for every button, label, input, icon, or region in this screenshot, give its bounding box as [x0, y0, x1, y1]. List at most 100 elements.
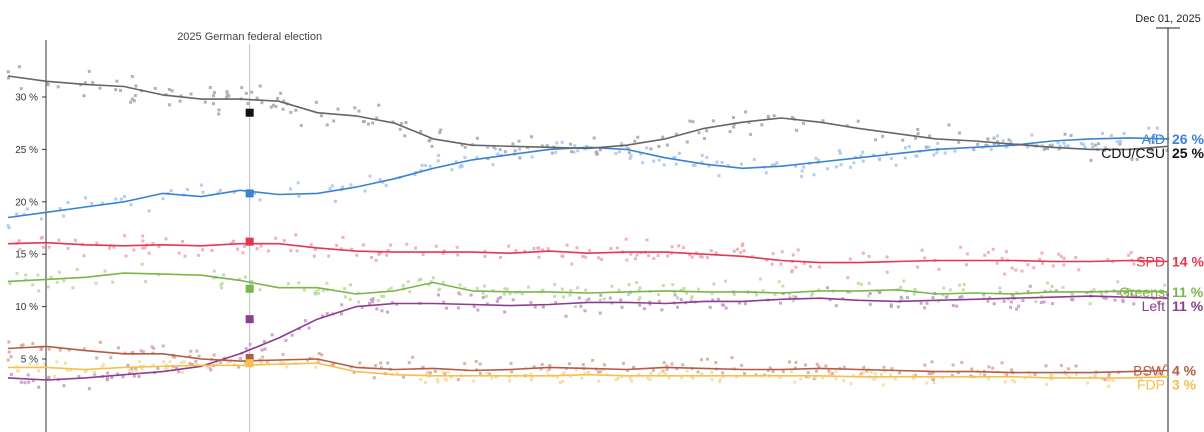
y-tick-label: 30 % — [15, 93, 38, 104]
afd-poll-point — [420, 163, 424, 167]
cdu-csu-poll-point — [1093, 143, 1097, 147]
cdu-csu-poll-point — [419, 130, 423, 134]
afd-poll-point — [161, 197, 165, 201]
cdu-csu-poll-point — [240, 86, 244, 90]
bsw-poll-point — [109, 356, 113, 360]
spd-poll-point — [196, 253, 200, 257]
greens-poll-point — [103, 269, 107, 273]
left-poll-point — [564, 314, 568, 318]
fdp-poll-point — [93, 370, 97, 374]
fdp-poll-point — [215, 362, 219, 366]
spd-poll-point — [1003, 272, 1007, 276]
bsw-poll-point — [1005, 373, 1009, 377]
left-poll-point — [657, 299, 661, 303]
afd-poll-point — [555, 141, 559, 145]
bsw-poll-point — [509, 361, 513, 365]
afd-poll-point — [657, 158, 661, 162]
bsw-poll-point — [379, 361, 383, 365]
left-poll-point — [190, 362, 194, 366]
afd-poll-point — [576, 149, 580, 153]
fdp-poll-point — [1106, 378, 1110, 382]
fdp-poll-point — [987, 377, 991, 381]
left-poll-point — [375, 307, 379, 311]
cdu-csu-poll-point — [517, 139, 521, 143]
afd-poll-point — [436, 154, 440, 158]
spd-poll-point — [629, 252, 633, 256]
spd-poll-point — [47, 245, 51, 249]
cdu-csu-poll-point — [795, 128, 799, 132]
greens-poll-point — [569, 288, 573, 292]
greens-poll-point — [429, 280, 433, 284]
cdu-csu-poll-point — [132, 99, 136, 103]
afd-poll-point — [628, 156, 632, 160]
spd-poll-point — [18, 247, 22, 251]
fdp-poll-point — [494, 375, 498, 379]
cdu-csu-poll-point — [133, 94, 137, 98]
afd-poll-point — [218, 188, 222, 192]
left-poll-point — [307, 326, 311, 330]
afd-poll-point — [232, 190, 236, 194]
fdp-poll-point — [134, 369, 138, 373]
greens-value-label: 11 % — [1172, 284, 1204, 300]
left-poll-point — [360, 305, 364, 309]
greens-poll-point — [483, 284, 487, 288]
cdu-csu-poll-point — [114, 88, 118, 92]
fdp-poll-point — [28, 362, 32, 366]
left-poll-point — [1042, 300, 1046, 304]
afd-poll-point — [617, 150, 621, 154]
spd-poll-point — [923, 256, 927, 260]
greens-poll-point — [321, 289, 325, 293]
bsw-poll-point — [768, 366, 772, 370]
afd-poll-point — [1009, 140, 1013, 144]
bsw-poll-point — [331, 363, 335, 367]
bsw-poll-point — [766, 368, 770, 372]
greens-poll-point — [401, 283, 405, 287]
fdp-poll-point — [574, 368, 578, 372]
spd-poll-point — [327, 254, 331, 258]
bsw-poll-point — [865, 369, 869, 373]
greens-poll-point — [912, 292, 916, 296]
afd-poll-point — [258, 198, 262, 202]
afd-poll-point — [1050, 143, 1054, 147]
left-poll-point — [339, 312, 343, 316]
afd-poll-point — [1135, 149, 1139, 153]
afd-poll-point — [554, 150, 558, 154]
left-poll-point — [303, 319, 307, 323]
spd-poll-point — [597, 256, 601, 260]
afd-poll-point — [705, 155, 709, 159]
greens-poll-point — [212, 276, 216, 280]
bsw-poll-point — [1103, 378, 1107, 382]
spd-poll-point — [885, 255, 889, 259]
fdp-poll-point — [561, 372, 565, 376]
spd-poll-point — [514, 249, 518, 253]
bsw-poll-point — [21, 343, 25, 347]
fdp-poll-point — [620, 375, 624, 379]
afd-poll-point — [652, 159, 656, 163]
afd-poll-point — [585, 144, 589, 148]
bsw-poll-point — [675, 367, 679, 371]
left-poll-point — [445, 306, 449, 310]
bsw-poll-point — [31, 341, 35, 345]
cdu-csu-poll-point — [492, 145, 496, 149]
bsw-poll-point — [260, 355, 264, 359]
y-tick-label: 15 % — [15, 250, 38, 261]
bsw-poll-point — [681, 363, 685, 367]
spd-poll-point — [588, 249, 592, 253]
greens-poll-point — [638, 286, 642, 290]
greens-poll-point — [817, 288, 821, 292]
left-poll-point — [367, 301, 371, 305]
greens-poll-point — [568, 293, 572, 297]
greens-poll-point — [212, 269, 216, 273]
fdp-poll-point — [685, 369, 689, 373]
afd-poll-point — [436, 159, 440, 163]
cdu-csu-poll-point — [766, 114, 770, 118]
cdu-csu-poll-point — [957, 140, 961, 144]
spd-poll-point — [124, 254, 128, 258]
afd-poll-point — [1030, 133, 1034, 137]
cdu-csu-poll-point — [1150, 150, 1154, 154]
spd-poll-point — [441, 251, 445, 255]
spd-poll-point — [388, 243, 392, 247]
cdu-csu-poll-point — [984, 143, 988, 147]
spd-poll-point — [740, 243, 744, 247]
left-poll-point — [958, 295, 962, 299]
